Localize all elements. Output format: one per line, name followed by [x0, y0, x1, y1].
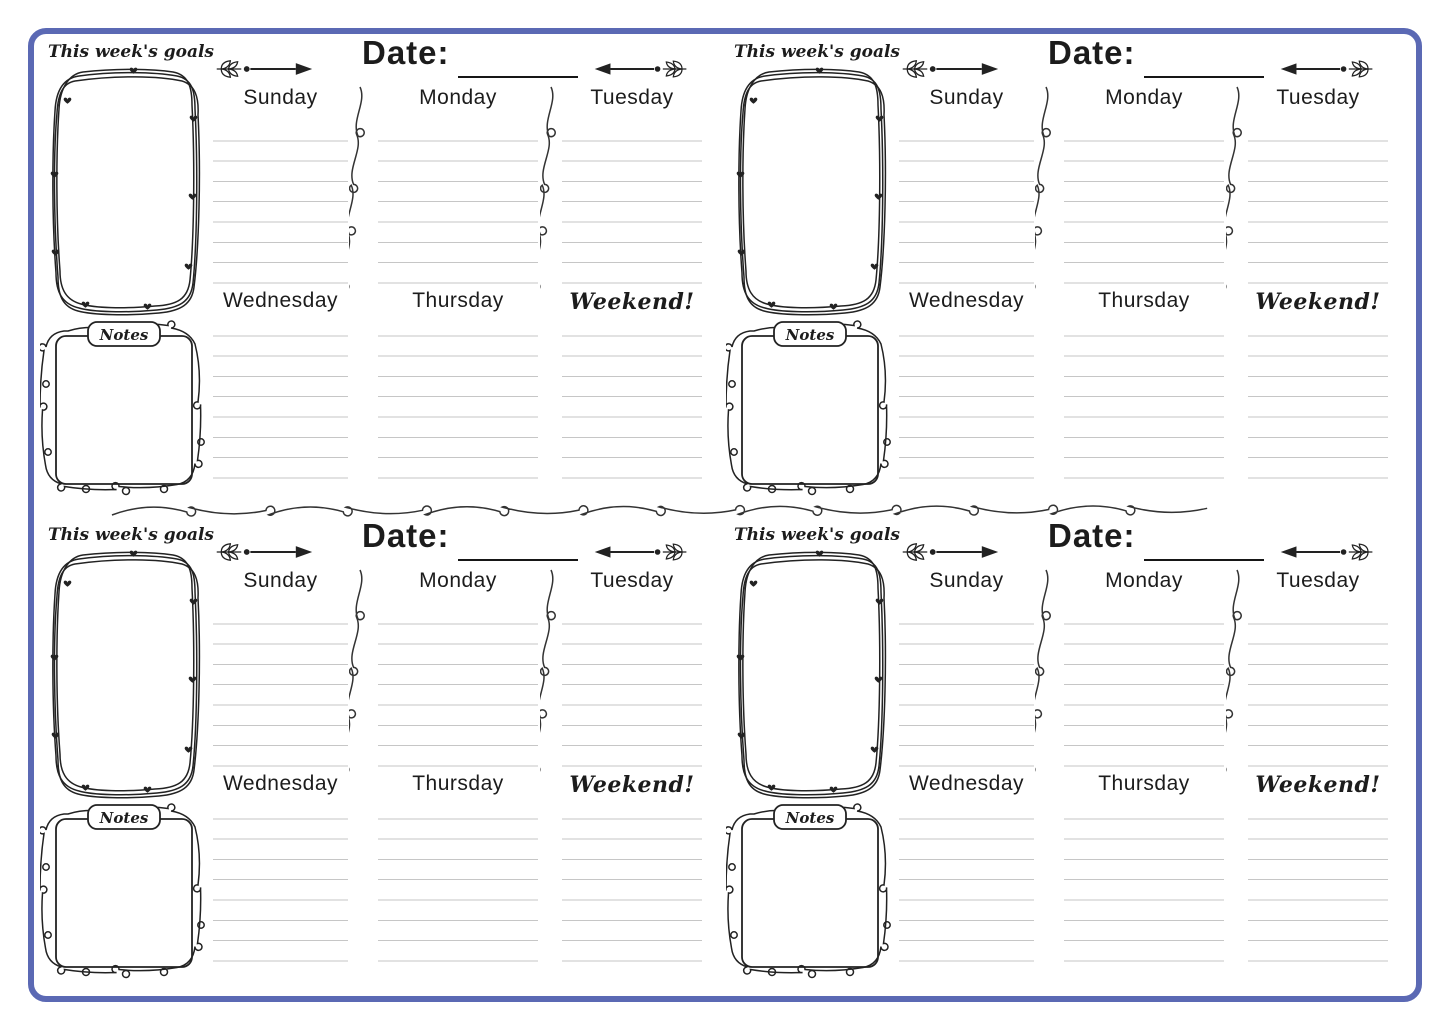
planner-quadrant: This week's goals Notes Date: Sunday Mon…	[718, 515, 1404, 998]
arrow-left-sprig-icon	[1279, 542, 1375, 562]
date-label: Date:	[362, 34, 450, 71]
day-header-weekend: Weekend!	[569, 289, 695, 315]
ruled-lines	[899, 316, 1034, 479]
ruled-lines	[213, 316, 348, 479]
ruled-lines	[1248, 604, 1388, 767]
arrow-right-sprig-icon	[896, 542, 1004, 562]
planner-quadrant: This week's goals Notes Date: Sunday Mon…	[32, 515, 718, 998]
date-blank-line	[1144, 52, 1264, 78]
day-header-tuesday: Tuesday	[1276, 86, 1360, 109]
page-border	[28, 28, 1422, 1002]
arrow-right-sprig-icon	[210, 59, 318, 79]
day-header-tuesday: Tuesday	[590, 86, 674, 109]
loopy-string-divider-vertical-icon	[540, 569, 562, 983]
notes-label: Notes	[99, 809, 149, 827]
weekly-goals-title: This week's goals	[48, 525, 214, 545]
date-label: Date:	[362, 517, 450, 554]
day-header-thursday: Thursday	[412, 772, 504, 795]
ruled-lines	[562, 316, 702, 479]
weekly-goals-title: This week's goals	[734, 525, 900, 545]
ruled-lines	[1248, 316, 1388, 479]
notes-doodle-loop-frame-icon	[726, 803, 893, 980]
ruled-lines	[1064, 121, 1224, 284]
loopy-string-divider-vertical-icon	[1226, 569, 1248, 983]
day-header-thursday: Thursday	[412, 289, 504, 312]
ruled-lines	[899, 799, 1034, 962]
arrow-left-sprig-icon	[1279, 59, 1375, 79]
ruled-lines	[378, 799, 538, 962]
day-header-thursday: Thursday	[1098, 289, 1190, 312]
day-header-wednesday: Wednesday	[222, 289, 339, 312]
day-header-monday: Monday	[1105, 86, 1183, 109]
day-header-wednesday: Wednesday	[908, 289, 1025, 312]
day-header-sunday: Sunday	[929, 86, 1004, 109]
ruled-lines	[378, 121, 538, 284]
day-header-monday: Monday	[419, 569, 497, 592]
goals-doodle-heart-frame-icon	[43, 63, 207, 320]
notes-label: Notes	[785, 809, 835, 827]
notes-doodle-loop-frame-icon	[40, 320, 207, 497]
goals-doodle-heart-frame-icon	[43, 546, 207, 803]
ruled-lines	[1064, 604, 1224, 767]
planner-quadrant: This week's goals Notes Date: Sunday Mon…	[32, 32, 718, 515]
loopy-string-divider-vertical-icon	[1226, 86, 1248, 500]
day-header-weekend: Weekend!	[569, 772, 695, 798]
ruled-lines	[562, 604, 702, 767]
day-header-tuesday: Tuesday	[1276, 569, 1360, 592]
weekly-goals-title: This week's goals	[734, 42, 900, 62]
goals-doodle-heart-frame-icon	[729, 546, 893, 803]
day-header-wednesday: Wednesday	[908, 772, 1025, 795]
loopy-string-divider-vertical-icon	[540, 86, 562, 500]
weekly-goals-title: This week's goals	[48, 42, 214, 62]
date-label: Date:	[1048, 34, 1136, 71]
loopy-string-divider-vertical-icon	[1035, 86, 1057, 500]
ruled-lines	[1248, 799, 1388, 962]
ruled-lines	[899, 604, 1034, 767]
ruled-lines	[1248, 121, 1388, 284]
ruled-lines	[562, 121, 702, 284]
day-header-weekend: Weekend!	[1255, 289, 1381, 315]
ruled-lines	[1064, 316, 1224, 479]
notes-label: Notes	[99, 326, 149, 344]
day-header-sunday: Sunday	[929, 569, 1004, 592]
date-blank-line	[458, 52, 578, 78]
day-header-wednesday: Wednesday	[222, 772, 339, 795]
arrow-right-sprig-icon	[896, 59, 1004, 79]
ruled-lines	[213, 799, 348, 962]
loopy-string-divider-vertical-icon	[349, 86, 371, 500]
notes-label: Notes	[785, 326, 835, 344]
ruled-lines	[562, 799, 702, 962]
ruled-lines	[378, 316, 538, 479]
day-header-monday: Monday	[419, 86, 497, 109]
notes-doodle-loop-frame-icon	[726, 320, 893, 497]
ruled-lines	[213, 121, 348, 284]
day-header-thursday: Thursday	[1098, 772, 1190, 795]
date-blank-line	[1144, 535, 1264, 561]
arrow-right-sprig-icon	[210, 542, 318, 562]
date-label: Date:	[1048, 517, 1136, 554]
day-header-sunday: Sunday	[243, 86, 318, 109]
loopy-string-divider-vertical-icon	[349, 569, 371, 983]
arrow-left-sprig-icon	[593, 542, 689, 562]
ruled-lines	[1064, 799, 1224, 962]
ruled-lines	[378, 604, 538, 767]
loopy-string-divider-vertical-icon	[1035, 569, 1057, 983]
arrow-left-sprig-icon	[593, 59, 689, 79]
ruled-lines	[213, 604, 348, 767]
day-header-sunday: Sunday	[243, 569, 318, 592]
day-header-weekend: Weekend!	[1255, 772, 1381, 798]
day-header-monday: Monday	[1105, 569, 1183, 592]
goals-doodle-heart-frame-icon	[729, 63, 893, 320]
date-blank-line	[458, 535, 578, 561]
ruled-lines	[899, 121, 1034, 284]
planner-quadrant: This week's goals Notes Date: Sunday Mon…	[718, 32, 1404, 515]
notes-doodle-loop-frame-icon	[40, 803, 207, 980]
day-header-tuesday: Tuesday	[590, 569, 674, 592]
